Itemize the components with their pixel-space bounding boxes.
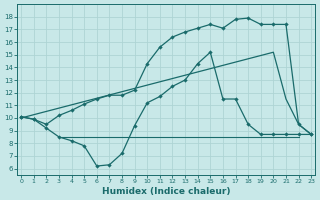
X-axis label: Humidex (Indice chaleur): Humidex (Indice chaleur): [102, 187, 230, 196]
